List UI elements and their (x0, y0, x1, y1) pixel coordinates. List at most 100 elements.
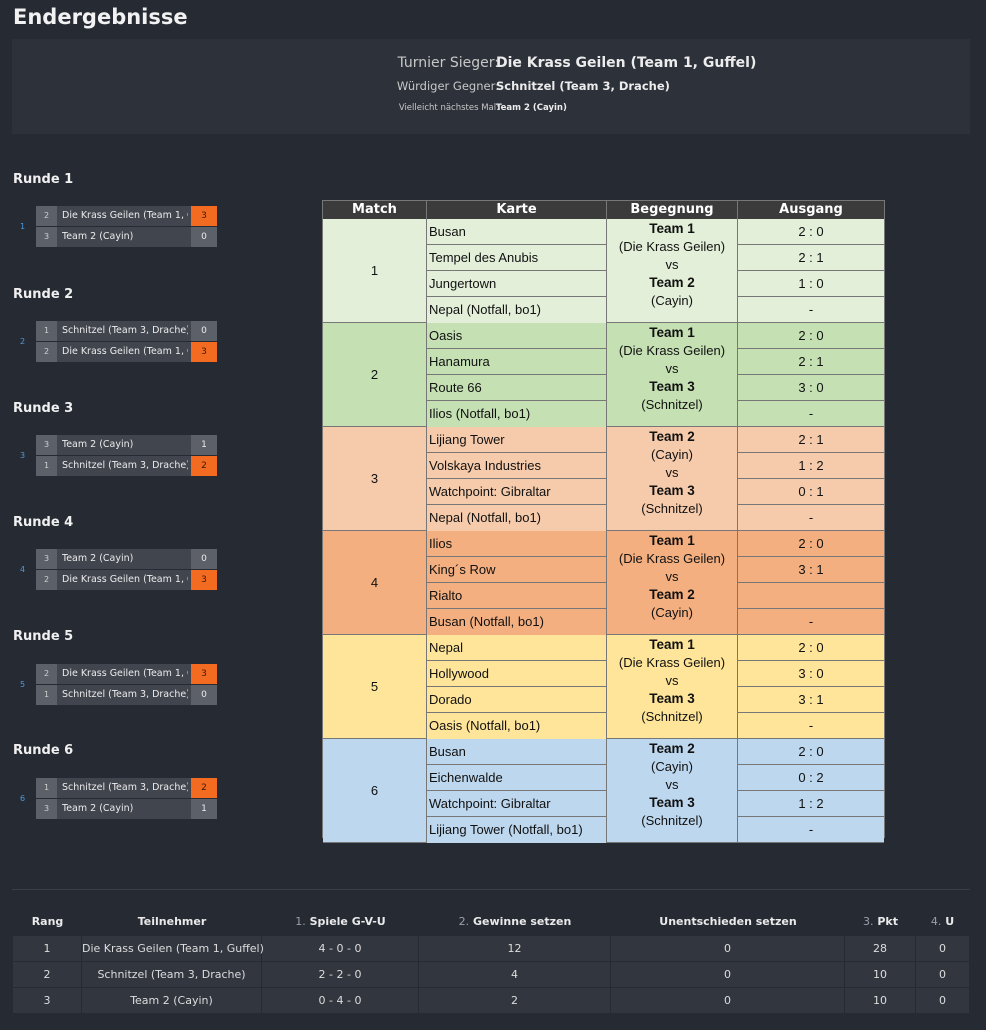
bracket-team-row[interactable]: 1 Schnitzel (Team 3, Drache) 0 (36, 321, 217, 341)
map-name: Nepal (427, 635, 607, 661)
matchup-team-b-sub: (Cayin) (651, 293, 693, 308)
matchup-team-b-sub: (Schnitzel) (641, 813, 703, 828)
standings-cell: 1 (13, 936, 82, 961)
header-karte: Karte (427, 201, 607, 219)
bracket-team-row[interactable]: 3 Team 2 (Cayin) 0 (36, 227, 217, 247)
bracket-match[interactable]: 1 Schnitzel (Team 3, Drache) 0 2 Die Krass G… (36, 321, 217, 362)
bracket-team-row[interactable]: 2 Die Krass Geilen (Team 1, Guffel)3 (36, 570, 217, 590)
bracket-match[interactable]: 1 Schnitzel (Team 3, Drache) 2 3 Team 2 (Cay… (36, 778, 217, 819)
team-seed: 2 (36, 342, 57, 362)
third-label: Vielleicht nächstes Mal: (398, 103, 499, 113)
team-seed: 1 (36, 456, 57, 476)
team-name: Team 2 (Cayin) (62, 803, 134, 814)
map-name: Busan (427, 219, 607, 245)
standings-cell: 10 (845, 962, 916, 987)
team-name: Die Krass Geilen (Team 1, Guffel) (62, 668, 188, 679)
matchup-vs: vs (665, 569, 679, 584)
bracket-match[interactable]: 3 Team 2 (Cayin) 1 1 Schnitzel (Team 3, Drac… (36, 435, 217, 476)
bracket-match-number: 4 (20, 565, 26, 574)
third-value: Team 2 (Cayin) (496, 103, 567, 113)
results-table: Match Karte Begegnung Ausgang 1 Busan 2 : … (322, 200, 885, 843)
map-result: 0 : 1 (738, 479, 884, 505)
bracket-team-row[interactable]: 2 Die Krass Geilen (Team 1, Guffel)3 (36, 342, 217, 362)
matchup-team-b-sub: (Schnitzel) (641, 501, 703, 516)
matchup-vs: vs (665, 257, 679, 272)
header-ausgang: Ausgang (738, 201, 884, 219)
bracket-team-row[interactable]: 3 Team 2 (Cayin) 1 (36, 435, 217, 455)
matchup: Team 1 (Die Krass Geilen) vs Team 2 (Cayin) (607, 531, 738, 635)
map-result: 2 : 0 (738, 219, 884, 245)
matchup-team-b: Team 3 (649, 795, 695, 810)
map-name: Rialto (427, 583, 607, 609)
team-score: 3 (191, 664, 217, 684)
standings-cell: 0 - 4 - 0 (262, 988, 419, 1013)
map-result: 0 : 2 (738, 765, 884, 791)
matchup: Team 2 (Cayin) vs Team 3 (Schnitzel) (607, 739, 738, 843)
map-name: Hollywood (427, 661, 607, 687)
map-result: - (738, 817, 884, 843)
bracket-match[interactable]: 2 Die Krass Geilen (Team 1, Guffel)3 1 Schn… (36, 664, 217, 705)
header-label: Gewinne setzen (473, 915, 572, 928)
standings-cell: Team 2 (Cayin) (82, 988, 262, 1013)
standings-cell: 3 (13, 988, 82, 1013)
header-number: 2. (458, 915, 470, 928)
matchup: Team 1 (Die Krass Geilen) vs Team 3 (Schnitz… (607, 323, 738, 427)
standings-header: 3. Pkt (845, 909, 916, 935)
team-score: 0 (191, 549, 217, 569)
header-label: Rang (31, 915, 64, 928)
team-score: 0 (191, 685, 217, 705)
team-seed: 2 (36, 206, 57, 226)
matchup-team-b: Team 3 (649, 691, 695, 706)
matchup-team-b: Team 3 (649, 483, 695, 498)
bracket-match[interactable]: 3 Team 2 (Cayin) 0 2 Die Krass Geilen (Team … (36, 549, 217, 590)
matchup-team-b-sub: (Cayin) (651, 605, 693, 620)
team-score: 1 (191, 799, 217, 819)
bracket-team-row[interactable]: 1 Schnitzel (Team 3, Drache) 0 (36, 685, 217, 705)
map-result: 2 : 0 (738, 531, 884, 557)
team-name: Die Krass Geilen (Team 1, Guffel) (62, 210, 188, 221)
standings-header: 1. Spiele G-V-U (262, 909, 419, 935)
team-score: 2 (191, 456, 217, 476)
bracket-team-row[interactable]: 1 Schnitzel (Team 3, Drache) 2 (36, 456, 217, 476)
map-name: Ilios (Notfall, bo1) (427, 401, 607, 427)
standings-cell: 10 (845, 988, 916, 1013)
team-score: 1 (191, 435, 217, 455)
team-name: Schnitzel (Team 3, Drache) (62, 689, 188, 700)
map-result: - (738, 297, 884, 323)
matchup-team-a: Team 1 (649, 325, 695, 340)
matchup-vs: vs (665, 777, 679, 792)
map-result: - (738, 401, 884, 427)
team-name: Die Krass Geilen (Team 1, Guffel) (62, 346, 188, 357)
map-name: Nepal (Notfall, bo1) (427, 297, 607, 323)
bracket-team-row[interactable]: 2 Die Krass Geilen (Team 1, Guffel)3 (36, 664, 217, 684)
matchup: Team 1 (Die Krass Geilen) vs Team 2 (Cayin) (607, 219, 738, 323)
standings-header: Unentschieden setzen (611, 909, 845, 935)
bracket-team-row[interactable]: 3 Team 2 (Cayin) 1 (36, 799, 217, 819)
standings-cell: 12 (419, 936, 611, 961)
standings-cell: 0 (611, 936, 845, 961)
match-number: 2 (323, 323, 427, 427)
bracket-team-row[interactable]: 1 Schnitzel (Team 3, Drache) 2 (36, 778, 217, 798)
standings-cell: Schnitzel (Team 3, Drache) (82, 962, 262, 987)
match-block: 3 Lijiang Tower 2 : 1 Volskaya Industries 1 … (323, 427, 884, 531)
team-name: Schnitzel (Team 3, Drache) (62, 460, 188, 471)
map-result: 2 : 1 (738, 427, 884, 453)
matchup: Team 1 (Die Krass Geilen) vs Team 3 (Schnitz… (607, 635, 738, 739)
standings-table: Rang Teilnehmer 1. Spiele G-V-U 2. Gewinne … (13, 909, 969, 1014)
match-block: 2 Oasis 2 : 0 Hanamura 2 : 1 Route 66 3 : 0 Ili… (323, 323, 884, 427)
match-number: 3 (323, 427, 427, 531)
standings-cell: 4 (419, 962, 611, 987)
matchup-team-a: Team 2 (649, 741, 695, 756)
header-number: 3. (863, 915, 874, 928)
map-result: 2 : 0 (738, 323, 884, 349)
matchup-vs: vs (665, 465, 679, 480)
map-name: Ilios (427, 531, 607, 557)
standings-cell: Die Krass Geilen (Team 1, Guffel) (82, 936, 264, 961)
header-label: Spiele G-V-U (309, 915, 386, 928)
standings-header: 2. Gewinne setzen (419, 909, 611, 935)
bracket-team-row[interactable]: 2 Die Krass Geilen (Team 1, Guffel)3 (36, 206, 217, 226)
round-title: Runde 4 (13, 515, 74, 530)
bracket-team-row[interactable]: 3 Team 2 (Cayin) 0 (36, 549, 217, 569)
header-label: Unentschieden setzen (659, 915, 797, 928)
